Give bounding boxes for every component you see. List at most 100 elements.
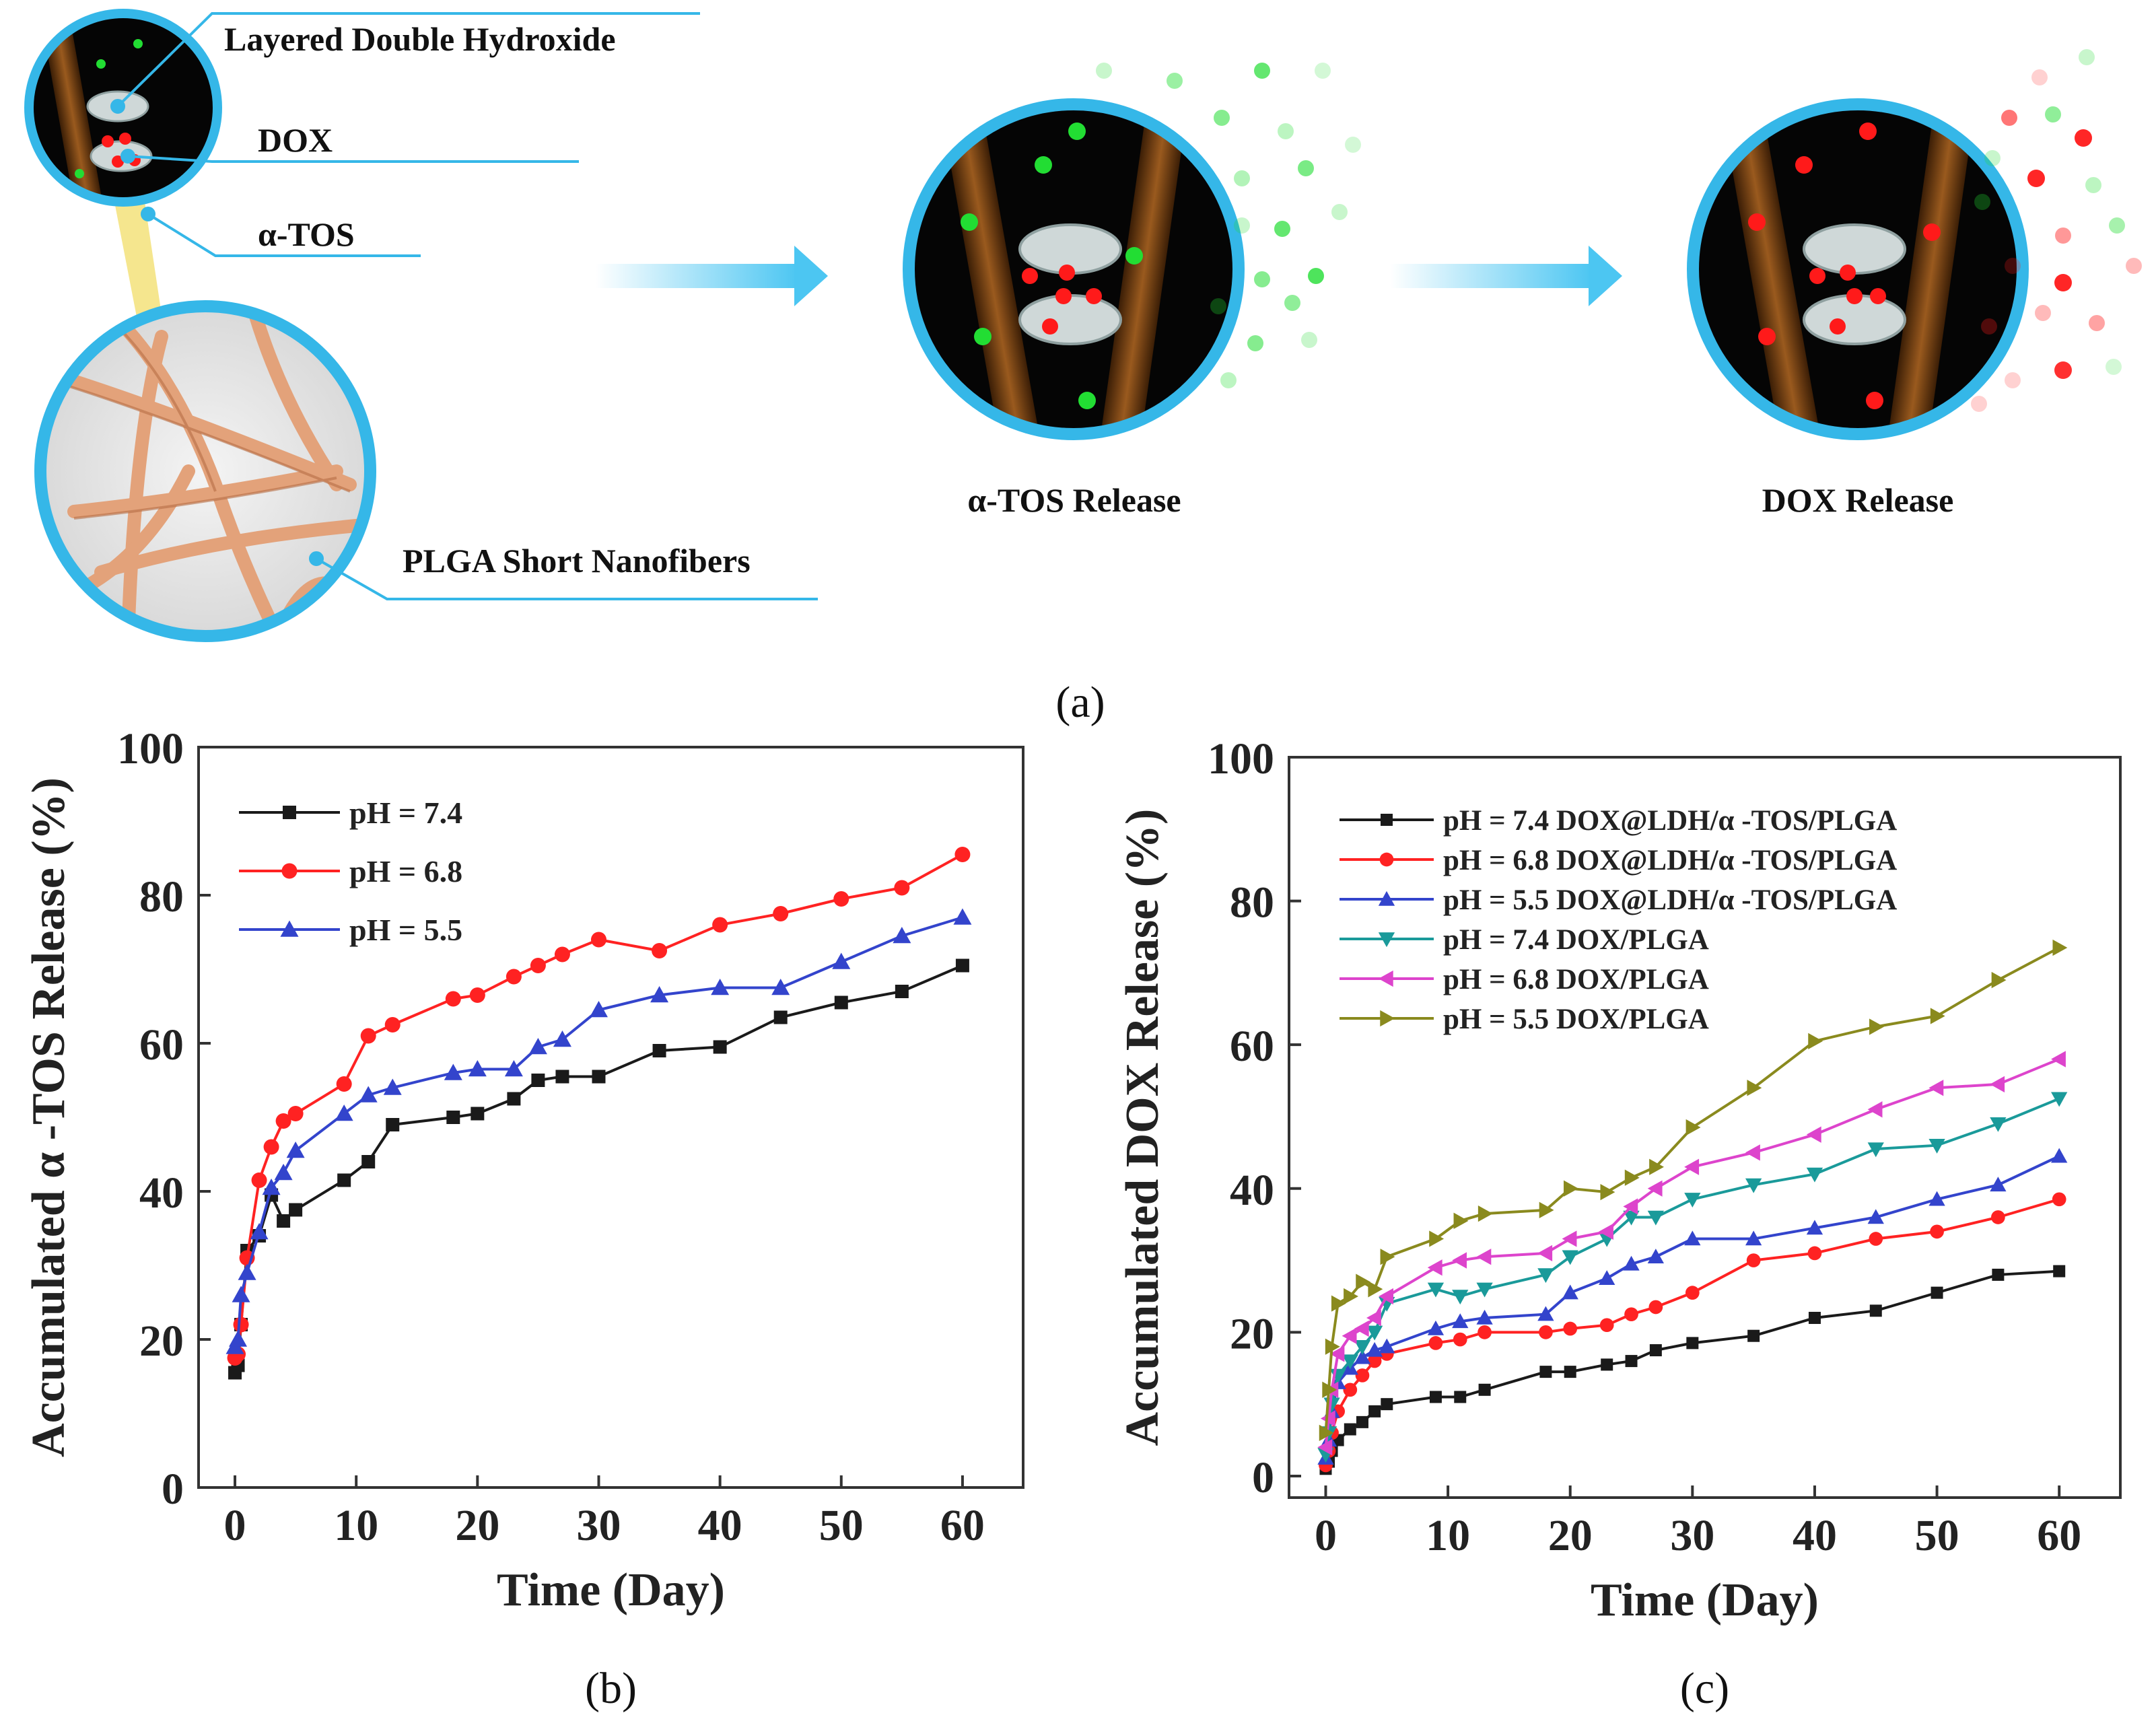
y-tick-label: 0 (1252, 1453, 1274, 1502)
data-point (2051, 1092, 2068, 1107)
data-point (1990, 1177, 2007, 1192)
data-point (286, 1142, 305, 1158)
x-tick-label: 60 (940, 1501, 985, 1550)
released-tos-particles (1096, 63, 1361, 388)
arrow-2 (1390, 246, 1622, 306)
data-point (1599, 1270, 1615, 1285)
data-point (590, 932, 606, 948)
data-point (1368, 1281, 1383, 1298)
data-point (1623, 1255, 1640, 1271)
series-5 (1317, 1051, 2066, 1456)
data-point (383, 1078, 402, 1095)
x-tick-label: 50 (1915, 1511, 1959, 1560)
series-line (1324, 1057, 2060, 1448)
data-point (386, 1118, 400, 1131)
data-point (1599, 1318, 1614, 1333)
data-point (1354, 1349, 1371, 1364)
data-point (1381, 1398, 1393, 1411)
data-point (1745, 1144, 1760, 1161)
data-point (1562, 1284, 1578, 1300)
legend-entry: pH = 7.4 DOX/PLGA (1443, 924, 1709, 956)
data-point (1379, 1338, 1395, 1354)
data-point (277, 1214, 291, 1228)
data-point (1454, 1391, 1467, 1403)
arrow-1 (596, 246, 828, 306)
legend-entry: pH = 5.5 DOX/PLGA (1443, 1004, 1709, 1035)
data-point (1686, 1337, 1699, 1350)
data-point (1928, 1191, 1945, 1206)
tos-label: α-TOS (258, 215, 355, 253)
data-point (530, 958, 546, 973)
data-point (711, 979, 730, 995)
data-point (1429, 1230, 1445, 1247)
x-axis-label: Time (Day) (497, 1564, 725, 1616)
y-tick-label: 100 (1208, 734, 1274, 783)
dox-label: DOX (258, 121, 333, 159)
data-point (1807, 1246, 1822, 1261)
data-point (1329, 1345, 1345, 1362)
data-point (1869, 1304, 1882, 1317)
data-point (1684, 1193, 1701, 1208)
data-point (1366, 1309, 1381, 1327)
legend: pH = 7.4 pH = 6.8 pH = 5.5 (239, 796, 462, 947)
data-point (652, 1044, 666, 1057)
data-point (1476, 1309, 1493, 1325)
data-point (1562, 1230, 1577, 1247)
y-axis-label: Accumulated DOX Release (%) (1117, 809, 1169, 1446)
series-line (234, 916, 963, 1348)
data-point (592, 1070, 606, 1084)
data-point (1867, 1142, 1884, 1158)
data-point (1476, 1282, 1493, 1298)
data-point (1477, 1205, 1493, 1222)
panel-label: (c) (1680, 1664, 1729, 1713)
released-dox-particles (1971, 49, 2142, 412)
data-point (2051, 1148, 2068, 1163)
data-point (233, 1317, 249, 1333)
data-point (528, 1038, 547, 1055)
data-point (1366, 1325, 1383, 1341)
legend-marker (1379, 852, 1394, 867)
data-point (555, 1070, 569, 1084)
data-point (1928, 1080, 1944, 1096)
data-point (1356, 1273, 1371, 1290)
x-tick-label: 40 (698, 1501, 742, 1550)
plot-frame (1288, 756, 2122, 1499)
data-point (1806, 1220, 1823, 1235)
ldh-inset (24, 9, 222, 207)
legend: pH = 7.4 DOX@LDH/α -TOS/PLGA pH = 6.8 DOX… (1340, 805, 1897, 1035)
data-point (274, 1164, 293, 1181)
dox-release-inset (1687, 98, 2029, 440)
data-point (1427, 1282, 1445, 1298)
data-point (1928, 1138, 1945, 1154)
data-point (1624, 1307, 1638, 1322)
data-point (1380, 1249, 1395, 1265)
legend-marker (280, 920, 299, 937)
data-point (1452, 1252, 1467, 1269)
data-point (1368, 1405, 1381, 1418)
data-point (263, 1139, 279, 1155)
data-point (238, 1263, 256, 1280)
y-tick-label: 80 (139, 872, 184, 921)
data-point (1564, 1180, 1578, 1197)
data-point (1453, 1332, 1467, 1347)
x-tick-label: 40 (1793, 1511, 1837, 1560)
series-2 (1319, 1192, 2066, 1473)
data-point (954, 847, 971, 862)
data-point (471, 1107, 485, 1121)
data-point (1342, 1327, 1357, 1344)
data-point (895, 985, 909, 998)
data-point (445, 991, 461, 1007)
data-point (554, 946, 570, 963)
data-point (2051, 1051, 2066, 1068)
data-point (893, 927, 911, 944)
panel-label: (b) (585, 1664, 637, 1713)
ldh-label: Layered Double Hydroxide (224, 20, 616, 58)
data-point (1325, 1338, 1340, 1355)
x-tick-label: 60 (2037, 1511, 2081, 1560)
data-point (773, 1010, 788, 1024)
data-point (834, 995, 848, 1010)
data-point (1684, 1158, 1700, 1175)
data-point (1623, 1210, 1640, 1226)
legend-marker (1378, 932, 1395, 948)
data-point (504, 1060, 523, 1077)
